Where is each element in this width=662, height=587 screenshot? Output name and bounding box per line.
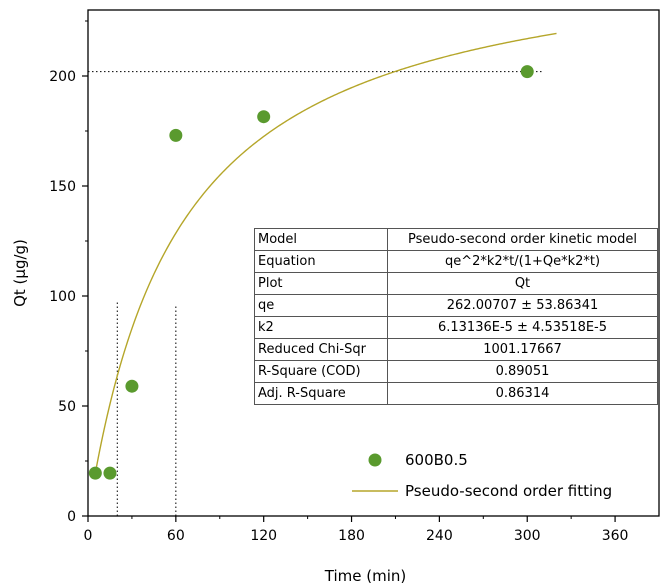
- table-row: qe 262.00707 ± 53.86341: [254, 294, 658, 317]
- y-tick-label: 200: [49, 69, 76, 85]
- table-row: Adj. R-Square 0.86314: [254, 382, 658, 405]
- data-point: [103, 466, 117, 480]
- table-row: Model Pseudo-second order kinetic model: [254, 228, 658, 251]
- table-key: qe: [254, 294, 388, 317]
- x-tick-label: 0: [84, 528, 93, 544]
- table-value: 262.00707 ± 53.86341: [387, 294, 658, 317]
- plot-frame: [87, 9, 660, 517]
- y-tick-label: 50: [58, 399, 76, 415]
- x-tick-label: 240: [426, 528, 453, 544]
- x-tick-label: 180: [338, 528, 365, 544]
- x-tick-label: 120: [250, 528, 277, 544]
- data-point: [169, 128, 183, 142]
- table-value: 1001.17667: [387, 338, 658, 361]
- y-axis-title: Qt (μg/g): [11, 239, 29, 307]
- table-key: R-Square (COD): [254, 360, 388, 383]
- table-key: Reduced Chi-Sqr: [254, 338, 388, 361]
- data-point: [257, 110, 271, 124]
- legend-marker-scatter: [368, 453, 382, 467]
- table-row: R-Square (COD) 0.89051: [254, 360, 658, 383]
- y-tick-label: 100: [49, 289, 76, 305]
- table-value: 6.13136E-5 ± 4.53518E-5: [387, 316, 658, 339]
- table-row: Reduced Chi-Sqr 1001.17667: [254, 338, 658, 361]
- y-tick-label: 150: [49, 179, 76, 195]
- table-key: Plot: [254, 272, 388, 295]
- data-point: [125, 379, 139, 393]
- table-row: Equation qe^2*k2*t/(1+Qe*k2*t): [254, 250, 658, 273]
- legend-label: 600B0.5: [405, 451, 468, 469]
- fit-curve: [94, 32, 557, 474]
- x-axis-title: Time (min): [324, 567, 406, 585]
- x-tick-label: 300: [514, 528, 541, 544]
- table-value: Pseudo-second order kinetic model: [387, 228, 658, 251]
- table-row: k2 6.13136E-5 ± 4.53518E-5: [254, 316, 658, 339]
- y-tick-label: 0: [67, 509, 76, 525]
- table-value: 0.86314: [387, 382, 658, 405]
- table-value: Qt: [387, 272, 658, 295]
- table-key: k2: [254, 316, 388, 339]
- table-key: Adj. R-Square: [254, 382, 388, 405]
- x-tick-label: 360: [602, 528, 629, 544]
- table-row: Plot Qt: [254, 272, 658, 295]
- table-value: qe^2*k2*t/(1+Qe*k2*t): [387, 250, 658, 273]
- table-key: Model: [254, 228, 388, 251]
- data-point: [520, 65, 534, 79]
- legend-label: Pseudo-second order fitting: [405, 482, 612, 500]
- table-key: Equation: [254, 250, 388, 273]
- table-value: 0.89051: [387, 360, 658, 383]
- x-tick-label: 60: [167, 528, 185, 544]
- fit-results-table: Model Pseudo-second order kinetic model E…: [254, 228, 658, 405]
- data-point: [88, 466, 102, 480]
